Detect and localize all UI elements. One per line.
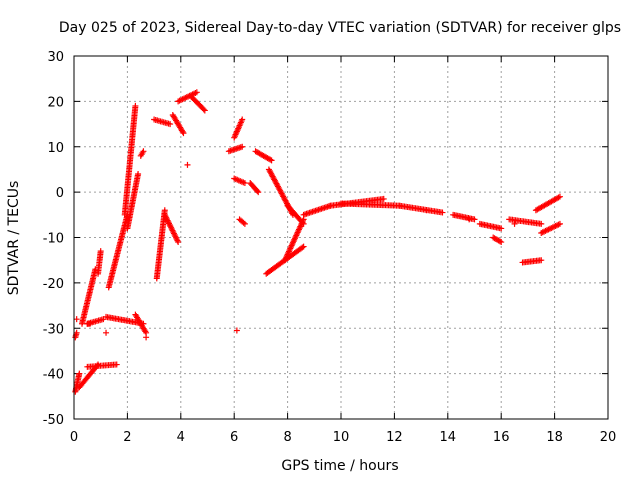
y-tick-label: 30 [47, 50, 64, 65]
data-point [511, 220, 518, 227]
y-axis-label: SDTVAR / TECUs [6, 181, 22, 296]
y-tick-label: -40 [43, 368, 64, 383]
data-point [233, 327, 240, 334]
data-point [299, 244, 306, 251]
data-point [538, 257, 545, 264]
data-point [200, 106, 207, 113]
data-point [167, 121, 174, 128]
data-point [201, 107, 208, 114]
data-point [180, 130, 187, 137]
data-point [239, 116, 246, 123]
data-point [254, 187, 261, 194]
data-point [143, 334, 150, 341]
y-tick-label: -50 [43, 413, 64, 428]
data-point [466, 216, 473, 223]
data-point [193, 89, 200, 96]
data-point [268, 157, 275, 164]
x-tick-label: 10 [333, 430, 350, 445]
data-point [239, 143, 246, 150]
y-tick-label: -10 [43, 232, 64, 247]
y-tick-label: 10 [47, 141, 64, 156]
data-point [179, 128, 186, 135]
data-point [496, 238, 503, 245]
x-tick-label: 16 [493, 430, 510, 445]
data-point [299, 219, 306, 226]
x-tick-label: 0 [70, 430, 78, 445]
x-tick-label: 2 [123, 430, 131, 445]
chart-title: Day 025 of 2023, Sidereal Day-to-day VTE… [59, 20, 621, 36]
data-point [140, 148, 147, 155]
x-tick-label: 20 [600, 430, 617, 445]
data-marks [72, 89, 563, 395]
x-tick-label: 12 [386, 430, 403, 445]
data-point [175, 239, 182, 246]
data-point [76, 370, 83, 377]
y-tick-label: -20 [43, 277, 64, 292]
data-point [132, 102, 139, 109]
data-point [267, 156, 274, 163]
data-point [471, 216, 478, 223]
data-point [113, 361, 120, 368]
plot-frame [73, 55, 609, 420]
x-tick-label: 14 [440, 430, 457, 445]
y-tick-label: 0 [56, 186, 64, 201]
x-tick-label: 18 [546, 430, 563, 445]
data-point [73, 329, 80, 336]
data-point [556, 220, 563, 227]
data-point [73, 316, 80, 323]
data-point [498, 239, 505, 246]
data-point [97, 248, 104, 255]
y-tick-label: 20 [47, 95, 64, 110]
data-point [241, 180, 248, 187]
data-point [300, 243, 307, 250]
y-tick-label: -30 [43, 322, 64, 337]
data-point [255, 189, 262, 196]
grid [74, 56, 608, 419]
x-tick-label: 6 [230, 430, 238, 445]
data-point [241, 220, 248, 227]
data-point [240, 219, 247, 226]
data-point [103, 329, 110, 336]
x-tick-label: 8 [283, 430, 291, 445]
x-tick-label: 4 [177, 430, 185, 445]
data-point [142, 328, 149, 335]
data-point [380, 195, 387, 202]
data-point [556, 193, 563, 200]
data-point [300, 220, 307, 227]
data-point [184, 161, 191, 168]
data-point [135, 170, 142, 177]
data-point [498, 225, 505, 232]
data-point [538, 220, 545, 227]
x-axis-label: GPS time / hours [281, 458, 398, 474]
ticks: 0 2 4 6 8 10 12 14 16 18 20 -50 -40 -30 -20 -10 0 10 20 30 [43, 50, 617, 445]
data-point [439, 209, 446, 216]
data-point [423, 207, 430, 214]
